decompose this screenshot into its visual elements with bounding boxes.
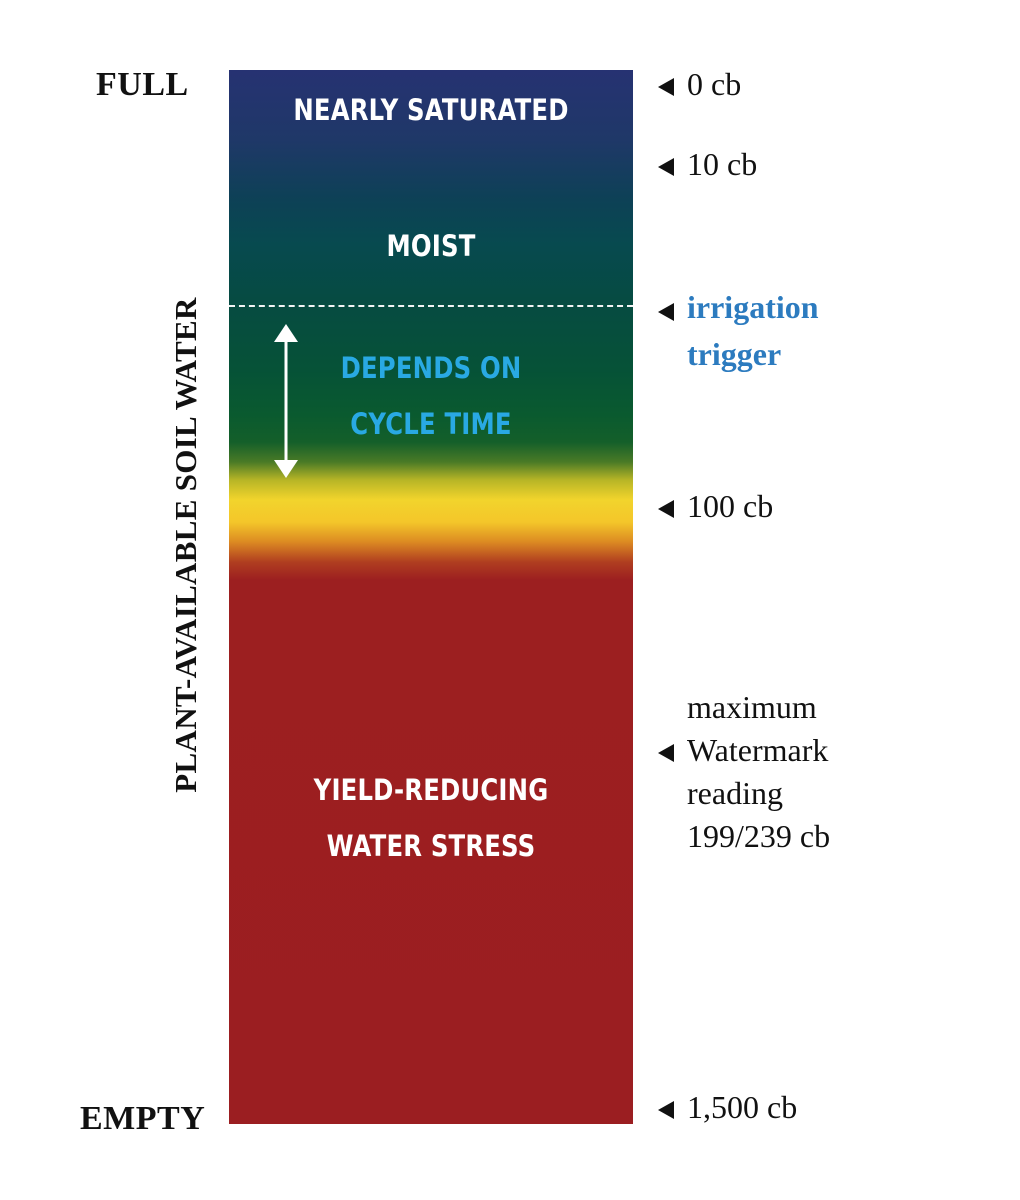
- irrigation-trigger-line2: trigger: [687, 336, 782, 372]
- max-line1: maximum: [687, 689, 817, 725]
- zone-water-stress: YIELD-REDUCING WATER STRESS: [261, 762, 600, 874]
- marker-maximum-watermark-reading: maximum Watermark reading 199/239 cb: [687, 686, 830, 858]
- max-line3: reading: [687, 775, 783, 811]
- pointer-icon: [658, 142, 674, 186]
- marker-1500-cb: 1,500 cb: [687, 1089, 798, 1125]
- zone-moist: MOIST: [261, 218, 600, 274]
- marker-0-cb: 0 cb: [687, 66, 742, 102]
- empty-label: EMPTY: [80, 1100, 206, 1137]
- pointer-icon: [658, 287, 674, 331]
- zone-stress-line1: YIELD-REDUCING: [313, 773, 549, 807]
- pointer-icon: [658, 728, 674, 772]
- zone-depends-line1: DEPENDS ON: [340, 351, 522, 385]
- y-axis-label: PLANT-AVAILABLE SOIL WATER: [168, 297, 203, 793]
- marker-10-cb: 10 cb: [687, 146, 758, 182]
- pointer-icon: [658, 1085, 674, 1129]
- marker-100-cb: 100 cb: [687, 488, 774, 524]
- max-line2: Watermark: [687, 732, 829, 768]
- pointer-icon: [658, 62, 674, 106]
- marker-irrigation-trigger: irrigation trigger: [687, 284, 819, 378]
- max-line4: 199/239 cb: [687, 818, 831, 854]
- zone-nearly-saturated-label: NEARLY SATURATED: [293, 93, 569, 127]
- zone-nearly-saturated: NEARLY SATURATED: [261, 82, 600, 138]
- soil-water-gradient-bar: [229, 70, 633, 1124]
- pointer-icon: [658, 484, 674, 528]
- zone-stress-line2: WATER STRESS: [326, 829, 536, 863]
- zone-depends-line2: CYCLE TIME: [350, 407, 512, 441]
- double-headed-arrow-icon: [274, 324, 298, 478]
- full-label: FULL: [96, 66, 189, 103]
- zone-moist-label: MOIST: [386, 229, 476, 263]
- irrigation-trigger-dashed-line: [229, 305, 633, 307]
- zone-depends-on-cycle-time: DEPENDS ON CYCLE TIME: [261, 340, 600, 452]
- irrigation-trigger-line1: irrigation: [687, 289, 819, 325]
